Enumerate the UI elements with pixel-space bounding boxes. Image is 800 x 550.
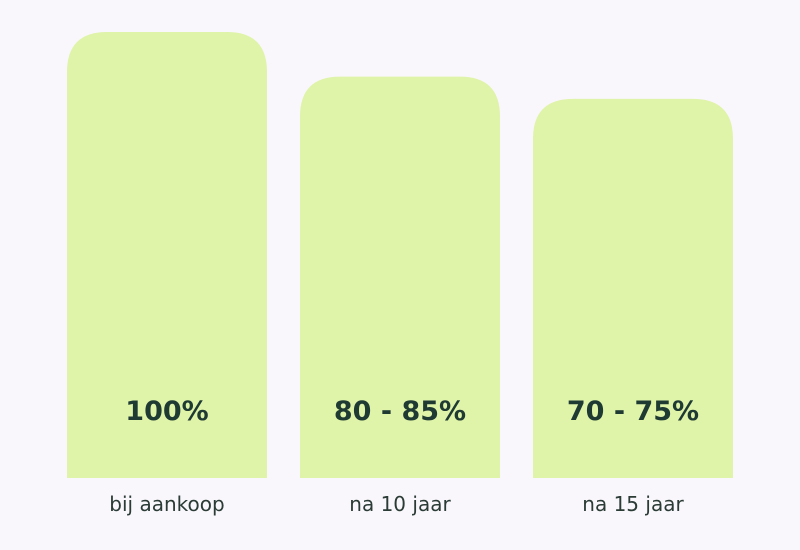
- bar-value-label: 70 - 75%: [567, 396, 699, 427]
- bar: [300, 76, 500, 478]
- bar: [67, 32, 267, 478]
- bar-value-label: 100%: [125, 396, 208, 427]
- category-label: na 15 jaar: [582, 492, 684, 516]
- category-label: na 10 jaar: [349, 492, 451, 516]
- bar-value-label: 80 - 85%: [334, 396, 466, 427]
- bar: [533, 98, 733, 479]
- category-label: bij aankoop: [109, 492, 224, 516]
